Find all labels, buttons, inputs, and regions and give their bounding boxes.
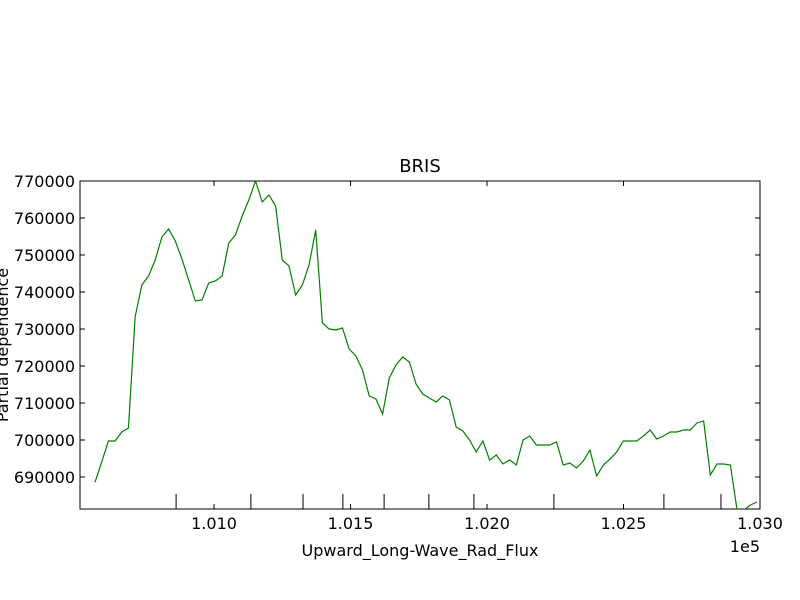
- y-tick-label: 760000: [14, 209, 75, 228]
- x-axis-label: Upward_Long-Wave_Rad_Flux: [302, 541, 539, 561]
- y-tick-label: 770000: [14, 172, 75, 191]
- y-tick-label: 700000: [14, 431, 75, 450]
- x-tick-label: 1.025: [601, 514, 647, 533]
- y-tick-label: 750000: [14, 246, 75, 265]
- y-tick-label: 690000: [14, 468, 75, 487]
- y-tick-label: 730000: [14, 320, 75, 339]
- y-tick-label: 740000: [14, 283, 75, 302]
- data-line: [94, 181, 758, 509]
- y-tick-label: 710000: [14, 394, 75, 413]
- x-tick-label: 1.015: [328, 514, 374, 533]
- y-tick-label: 720000: [14, 357, 75, 376]
- x-offset-label: 1e5: [730, 537, 760, 556]
- x-tick-label: 1.010: [191, 514, 237, 533]
- y-axis-label: Partial dependence: [0, 268, 12, 422]
- chart-title: BRIS: [399, 156, 441, 177]
- plot-frame: [79, 180, 761, 510]
- x-tick-label: 1.020: [464, 514, 510, 533]
- x-tick-label: 1.030: [737, 514, 783, 533]
